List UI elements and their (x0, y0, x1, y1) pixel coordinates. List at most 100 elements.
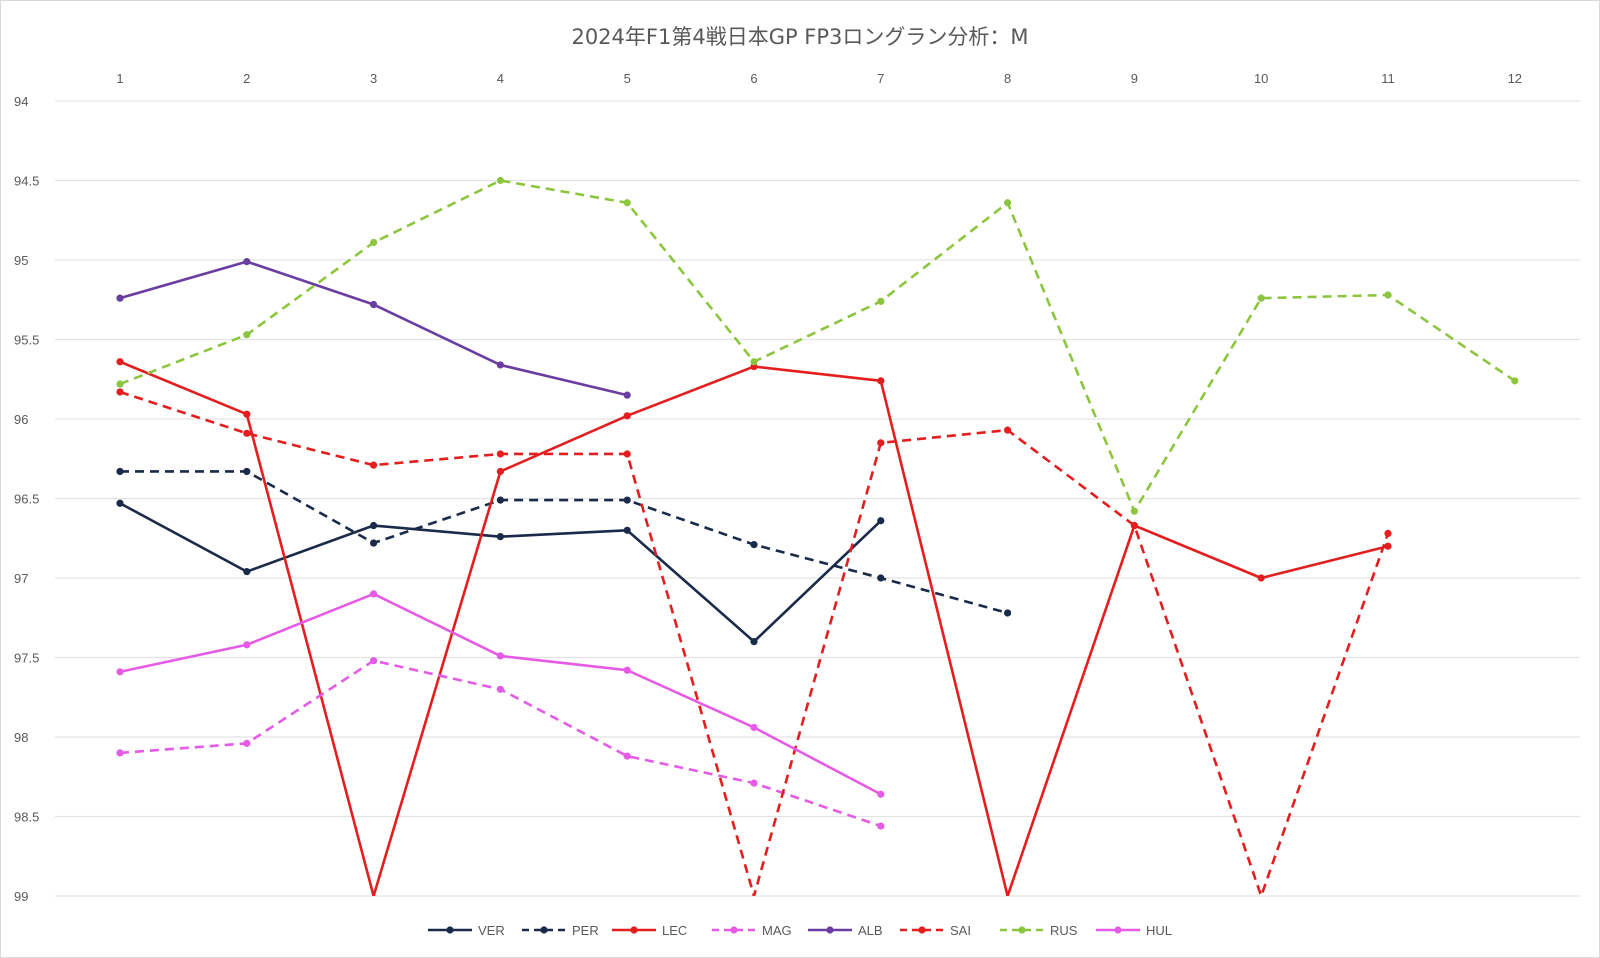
legend-marker (630, 926, 638, 934)
legend-item-alb: ALB (808, 923, 883, 938)
data-point-mag (750, 779, 758, 787)
data-point-lec (243, 410, 251, 418)
y-tick-label: 94.5 (14, 174, 39, 189)
data-point-lec (623, 412, 631, 420)
data-point-ver (496, 533, 504, 541)
data-point-rus (1257, 294, 1265, 302)
data-point-per (877, 574, 885, 582)
gridlines (55, 100, 1580, 897)
data-point-rus (1511, 377, 1519, 385)
y-tick-label: 95.5 (14, 333, 39, 348)
legend-marker (918, 926, 926, 934)
legend-label: MAG (762, 923, 792, 938)
legend: VER PER LEC MAG ALB SAI RUS HUL (428, 923, 1172, 938)
data-point-mag (116, 749, 124, 757)
data-point-sai (1384, 529, 1392, 538)
data-point-rus (1130, 507, 1138, 515)
legend-marker (540, 926, 548, 934)
x-tick-label: 11 (1381, 71, 1395, 86)
data-point-rus (750, 358, 758, 366)
legend-marker (446, 926, 454, 934)
legend-marker (1018, 926, 1026, 934)
data-point-lec (1384, 542, 1392, 550)
data-point-rus (623, 199, 631, 207)
x-axis-ticks: 1 2 3 4 5 6 7 8 9 10 11 12 (116, 71, 1522, 86)
legend-label: VER (478, 923, 505, 938)
x-tick-label: 6 (750, 71, 757, 86)
data-point-sai (370, 461, 378, 469)
series-per (116, 467, 1012, 617)
legend-label: LEC (662, 923, 687, 938)
x-tick-label: 2 (243, 71, 250, 86)
series-hul (116, 590, 885, 798)
data-point-mag (877, 822, 885, 830)
legend-marker (1114, 926, 1122, 934)
y-tick-label: 96 (14, 412, 28, 427)
y-tick-label: 98.5 (14, 810, 39, 825)
data-point-mag (370, 657, 378, 665)
data-point-ver (877, 517, 885, 525)
data-point-per (623, 496, 631, 504)
data-point-hul (623, 666, 631, 674)
series-rus (116, 176, 1519, 515)
data-point-rus (243, 331, 251, 339)
series-mag (116, 657, 885, 830)
y-tick-label: 96.5 (14, 492, 39, 507)
data-point-alb (243, 257, 251, 266)
data-point-per (243, 467, 251, 476)
data-point-rus (877, 297, 885, 305)
data-point-alb (116, 294, 124, 302)
legend-item-per: PER (522, 923, 599, 938)
data-point-sai (1130, 521, 1138, 530)
data-point-per (496, 496, 504, 504)
data-point-alb (370, 300, 378, 309)
data-point-rus (496, 176, 504, 185)
data-point-rus (370, 238, 378, 247)
data-point-hul (496, 652, 504, 660)
series-ver (116, 499, 885, 646)
x-tick-label: 1 (116, 71, 123, 86)
data-point-lec (116, 358, 124, 366)
legend-label: PER (572, 923, 599, 938)
x-tick-label: 4 (497, 71, 504, 86)
legend-marker (730, 926, 738, 934)
data-point-mag (623, 752, 631, 760)
series-line-per (120, 470, 1008, 615)
x-tick-label: 3 (370, 71, 377, 86)
series-line-rus (119, 179, 1516, 513)
data-point-hul (116, 668, 124, 676)
data-point-rus (116, 380, 124, 388)
data-point-sai (623, 450, 631, 458)
data-point-per (1004, 609, 1012, 617)
legend-item-ver: VER (428, 923, 505, 938)
data-point-per (116, 467, 124, 476)
data-point-ver (243, 568, 251, 576)
y-tick-label: 95 (14, 253, 28, 268)
legend-label: SAI (950, 923, 971, 938)
data-point-lec (1257, 574, 1265, 582)
data-point-rus (1384, 291, 1392, 299)
data-point-sai (243, 429, 251, 437)
data-point-hul (750, 723, 758, 732)
legend-label: RUS (1050, 923, 1078, 938)
y-tick-label: 98 (14, 730, 28, 745)
data-point-hul (243, 641, 251, 649)
series-line-sai (119, 390, 1390, 896)
series-alb (116, 257, 631, 399)
legend-label: HUL (1146, 923, 1172, 938)
chart-title: 2024年F1第4戦日本GP FP3ロングラン分析：M (571, 25, 1028, 49)
legend-item-sai: SAI (900, 923, 971, 938)
y-tick-label: 97.5 (14, 651, 39, 666)
data-point-mag (496, 685, 504, 693)
legend-item-hul: HUL (1096, 923, 1172, 938)
data-point-sai (877, 439, 885, 447)
data-point-ver (623, 526, 631, 534)
data-point-ver (750, 638, 758, 646)
data-point-hul (370, 590, 378, 598)
data-point-alb (623, 391, 631, 399)
data-point-rus (1004, 199, 1012, 207)
data-point-ver (116, 499, 124, 507)
